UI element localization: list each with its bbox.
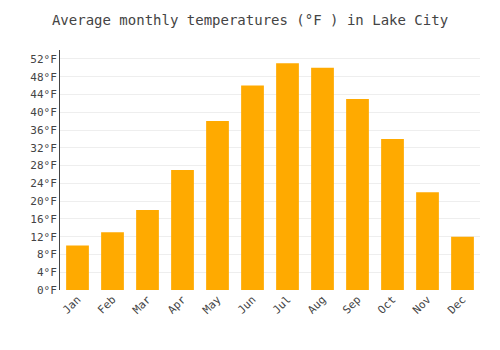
svg-text:16°F: 16°F — [30, 213, 57, 226]
svg-text:Feb: Feb — [95, 293, 118, 316]
svg-text:40°F: 40°F — [30, 106, 57, 119]
svg-text:Apr: Apr — [165, 293, 189, 317]
svg-text:Average monthly temperatures (: Average monthly temperatures (°F ) in La… — [52, 12, 448, 28]
svg-text:52°F: 52°F — [30, 53, 57, 66]
svg-text:36°F: 36°F — [30, 124, 57, 137]
svg-text:32°F: 32°F — [30, 142, 57, 155]
svg-text:Oct: Oct — [375, 293, 398, 316]
svg-text:Nov: Nov — [410, 293, 434, 317]
svg-text:12°F: 12°F — [30, 231, 57, 244]
svg-text:48°F: 48°F — [30, 71, 57, 84]
svg-text:8°F: 8°F — [37, 248, 57, 261]
svg-text:44°F: 44°F — [30, 88, 57, 101]
svg-text:Aug: Aug — [305, 293, 328, 316]
svg-text:Dec: Dec — [445, 293, 468, 316]
svg-text:Jul: Jul — [270, 293, 293, 316]
svg-text:24°F: 24°F — [30, 177, 57, 190]
svg-text:Mar: Mar — [130, 293, 154, 317]
svg-text:4°F: 4°F — [37, 266, 57, 279]
svg-text:Jan: Jan — [60, 293, 83, 316]
svg-text:May: May — [200, 293, 224, 317]
svg-text:0°F: 0°F — [37, 284, 57, 297]
svg-text:Jun: Jun — [235, 293, 258, 316]
svg-text:20°F: 20°F — [30, 195, 57, 208]
svg-text:Sep: Sep — [340, 293, 363, 316]
svg-text:28°F: 28°F — [30, 159, 57, 172]
